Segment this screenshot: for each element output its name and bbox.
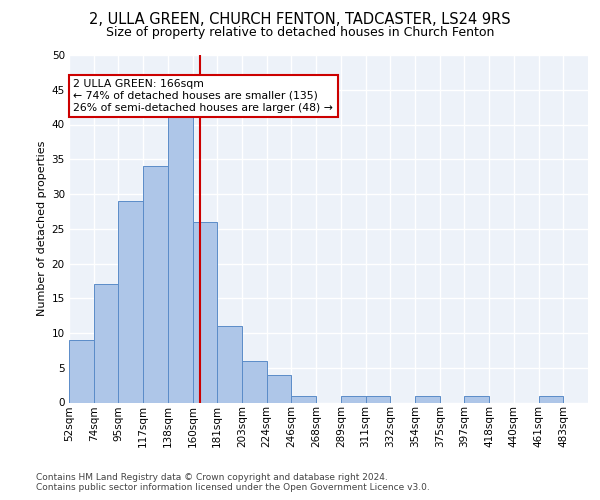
- Text: Contains public sector information licensed under the Open Government Licence v3: Contains public sector information licen…: [36, 484, 430, 492]
- Text: Contains HM Land Registry data © Crown copyright and database right 2024.: Contains HM Land Registry data © Crown c…: [36, 472, 388, 482]
- Bar: [365, 396, 390, 402]
- Bar: [94, 284, 118, 403]
- Text: 2, ULLA GREEN, CHURCH FENTON, TADCASTER, LS24 9RS: 2, ULLA GREEN, CHURCH FENTON, TADCASTER,…: [89, 12, 511, 28]
- Bar: [539, 396, 563, 402]
- Bar: [267, 374, 292, 402]
- Bar: [193, 222, 217, 402]
- Bar: [292, 396, 316, 402]
- Text: 2 ULLA GREEN: 166sqm
← 74% of detached houses are smaller (135)
26% of semi-deta: 2 ULLA GREEN: 166sqm ← 74% of detached h…: [73, 80, 334, 112]
- Bar: [217, 326, 242, 402]
- Bar: [69, 340, 94, 402]
- Bar: [118, 201, 143, 402]
- Text: Size of property relative to detached houses in Church Fenton: Size of property relative to detached ho…: [106, 26, 494, 39]
- Bar: [415, 396, 440, 402]
- Bar: [341, 396, 365, 402]
- Bar: [143, 166, 168, 402]
- Bar: [464, 396, 489, 402]
- Bar: [242, 361, 267, 403]
- Bar: [168, 110, 193, 403]
- Y-axis label: Number of detached properties: Number of detached properties: [37, 141, 47, 316]
